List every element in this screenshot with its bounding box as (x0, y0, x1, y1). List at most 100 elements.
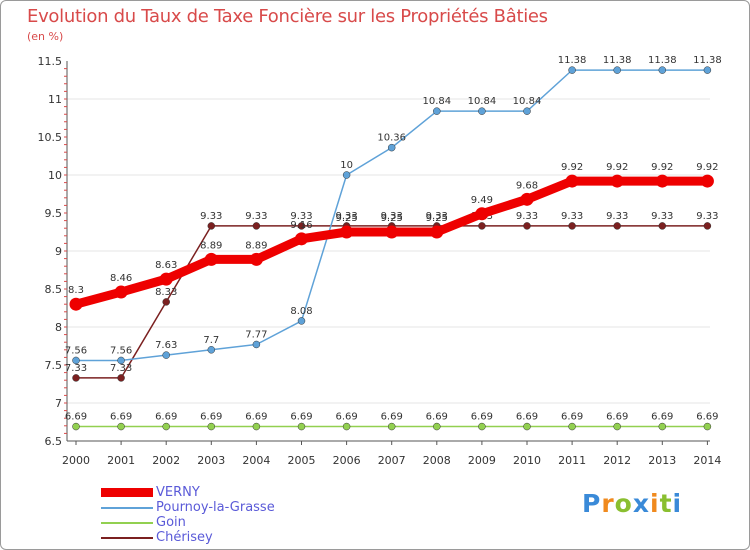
legend-item: Chérisey (101, 530, 275, 545)
data-label: 10.84 (422, 96, 451, 107)
data-label: 9.33 (426, 211, 448, 222)
data-point (475, 207, 489, 221)
data-point (207, 222, 216, 230)
data-point (295, 232, 308, 246)
data-label: 6.69 (651, 412, 673, 423)
data-label: 6.69 (65, 412, 87, 423)
legend-label: Pournoy-la-Grasse (156, 500, 275, 515)
x-tick-label: 2010 (513, 454, 541, 467)
data-point (658, 422, 667, 431)
data-label: 7.56 (65, 345, 87, 356)
x-tick-label: 2013 (648, 454, 676, 467)
data-label: 7.33 (65, 363, 87, 374)
legend-item: VERNY (101, 485, 275, 500)
data-point (703, 66, 712, 74)
data-label: 10 (340, 160, 353, 171)
data-point (387, 422, 396, 431)
data-label: 8.89 (200, 240, 222, 251)
data-label: 10.84 (513, 96, 542, 107)
data-point (162, 351, 170, 359)
data-point (613, 66, 621, 74)
x-tick-label: 2004 (242, 454, 270, 467)
data-point (478, 107, 486, 115)
data-label: 8.08 (290, 306, 312, 317)
data-label: 6.69 (245, 412, 267, 423)
data-label: 6.69 (561, 412, 583, 423)
y-tick-label: 11.5 (38, 55, 63, 68)
data-point (478, 222, 486, 230)
data-label: 6.69 (516, 412, 538, 423)
x-tick-label: 2008 (423, 454, 451, 467)
data-point (565, 174, 579, 188)
data-label: 9.92 (561, 162, 583, 173)
data-label: 7.63 (155, 340, 177, 351)
data-point (72, 374, 80, 382)
data-label: 6.69 (155, 412, 177, 423)
data-label: 9.92 (696, 162, 718, 173)
y-tick-label: 9.5 (45, 207, 63, 220)
data-label: 6.69 (200, 412, 222, 423)
data-point (159, 272, 173, 286)
x-tick-label: 2011 (558, 454, 586, 467)
data-point (342, 422, 351, 431)
data-point (69, 297, 83, 311)
data-point (703, 222, 712, 230)
data-label: 7.7 (203, 335, 219, 346)
data-label: 10.36 (377, 133, 406, 144)
data-label: 6.69 (290, 412, 312, 423)
data-label: 6.69 (696, 412, 718, 423)
data-label: 9.49 (471, 195, 493, 206)
data-point (162, 422, 170, 431)
data-point (252, 422, 261, 431)
data-point (72, 422, 80, 431)
data-label: 9.33 (200, 211, 222, 222)
data-point (523, 107, 531, 115)
data-point (114, 285, 128, 299)
x-tick-label: 2014 (693, 454, 721, 467)
legend-swatch (101, 488, 153, 497)
data-point (297, 317, 306, 325)
data-label: 9.33 (335, 211, 357, 222)
x-tick-label: 2003 (197, 454, 225, 467)
data-label: 7.77 (245, 329, 267, 340)
data-point (162, 298, 170, 306)
data-point (252, 222, 261, 230)
data-label: 11.38 (558, 55, 587, 66)
data-point (430, 225, 444, 239)
data-label: 8.63 (155, 260, 177, 271)
data-point (249, 252, 263, 266)
data-label: 9.25 (426, 213, 448, 224)
data-label: 9.16 (290, 220, 312, 231)
data-point (658, 222, 667, 230)
data-label: 8.33 (155, 287, 177, 298)
y-tick-label: 6.5 (45, 435, 63, 448)
data-point (613, 222, 621, 230)
data-label: 6.69 (110, 412, 132, 423)
legend-item: Goin (101, 515, 275, 530)
data-label: 9.25 (381, 213, 403, 224)
data-point (117, 422, 125, 431)
data-point (385, 225, 399, 239)
y-tick-label: 10.5 (38, 131, 63, 144)
data-point (117, 374, 125, 382)
x-tick-label: 2009 (468, 454, 496, 467)
data-label: 9.92 (606, 162, 628, 173)
x-tick-label: 2001 (107, 454, 135, 467)
data-label: 9.68 (516, 180, 538, 191)
data-label: 9.33 (561, 211, 583, 222)
data-label: 9.33 (516, 211, 538, 222)
x-tick-label: 2005 (288, 454, 316, 467)
y-tick-label: 7.5 (45, 359, 63, 372)
data-point (72, 356, 80, 365)
proxiti-logo: Proxiti (582, 489, 683, 518)
data-point (207, 422, 216, 431)
data-point (568, 66, 576, 74)
data-point (340, 225, 354, 239)
data-point (703, 422, 712, 431)
data-label: 6.69 (606, 412, 628, 423)
y-tick-label: 8 (55, 321, 62, 334)
data-label: 8.46 (110, 273, 132, 284)
data-label: 6.69 (381, 412, 403, 423)
data-point (478, 422, 486, 431)
